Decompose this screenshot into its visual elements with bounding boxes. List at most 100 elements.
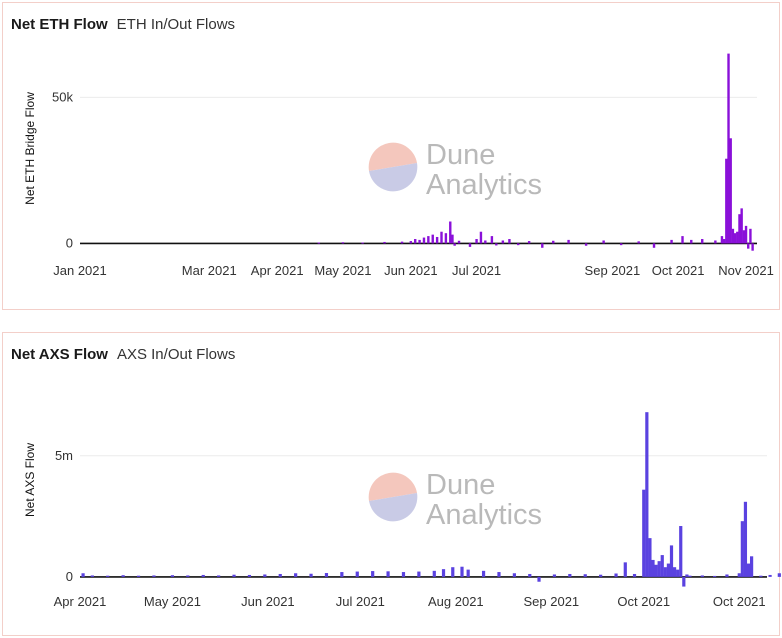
axs-bar[interactable] <box>537 576 541 582</box>
eth-bar[interactable] <box>742 230 746 244</box>
eth-bar[interactable] <box>479 231 483 244</box>
axs-bar[interactable] <box>512 573 516 577</box>
axs-bar[interactable] <box>651 559 655 577</box>
axs-bar[interactable] <box>583 574 587 577</box>
eth-bar[interactable] <box>317 242 321 244</box>
axs-bar[interactable] <box>740 521 744 577</box>
axs-bar[interactable] <box>106 575 110 577</box>
eth-bar[interactable] <box>637 241 640 244</box>
eth-bar[interactable] <box>552 240 555 244</box>
axs-bar[interactable] <box>340 572 344 577</box>
eth-bar[interactable] <box>341 242 345 244</box>
eth-bar[interactable] <box>475 239 478 244</box>
axs-bar[interactable] <box>632 573 637 577</box>
eth-bar[interactable] <box>729 138 732 244</box>
axs-bar[interactable] <box>685 574 689 577</box>
eth-bar[interactable] <box>602 240 605 244</box>
axs-bar[interactable] <box>672 567 677 577</box>
eth-bar[interactable] <box>670 239 673 244</box>
eth-bar[interactable] <box>714 240 717 244</box>
axs-bar[interactable] <box>466 569 470 577</box>
axs-bar[interactable] <box>737 573 741 577</box>
axs-bar[interactable] <box>713 575 717 577</box>
eth-bar[interactable] <box>501 240 505 244</box>
axs-bar[interactable] <box>654 564 658 577</box>
eth-bar[interactable] <box>468 243 472 247</box>
axs-bar[interactable] <box>121 575 125 577</box>
axs-bar[interactable] <box>645 412 649 577</box>
eth-bar[interactable] <box>453 243 456 246</box>
axs-bar[interactable] <box>481 570 486 577</box>
eth-bar[interactable] <box>740 208 743 244</box>
axs-bar[interactable] <box>217 575 221 577</box>
eth-bar[interactable] <box>422 237 426 244</box>
eth-bar[interactable] <box>744 225 748 244</box>
eth-bar[interactable] <box>414 239 417 244</box>
eth-bar[interactable] <box>418 239 421 244</box>
eth-bar[interactable] <box>457 240 461 244</box>
eth-bar[interactable] <box>749 228 752 244</box>
axs-bar[interactable] <box>528 573 532 577</box>
axs-bar[interactable] <box>152 575 156 577</box>
axs-bar[interactable] <box>743 501 748 577</box>
eth-bar[interactable] <box>484 240 487 244</box>
axs-bar[interactable] <box>725 574 729 577</box>
axs-bar[interactable] <box>232 574 236 577</box>
axs-bar[interactable] <box>432 570 436 577</box>
axs-bar[interactable] <box>309 573 313 577</box>
axs-bar[interactable] <box>263 574 267 577</box>
axs-bar[interactable] <box>759 575 763 577</box>
axs-bar[interactable] <box>460 566 464 577</box>
eth-bar[interactable] <box>508 239 511 244</box>
eth-bar[interactable] <box>619 243 623 246</box>
eth-bar[interactable] <box>495 243 498 246</box>
axs-bar[interactable] <box>657 561 661 577</box>
axs-bar[interactable] <box>401 572 406 577</box>
eth-bar[interactable] <box>720 236 724 244</box>
axs-bar[interactable] <box>497 572 501 577</box>
axs-bar[interactable] <box>660 555 664 577</box>
axs-bar[interactable] <box>648 538 652 577</box>
eth-bar[interactable] <box>435 236 439 244</box>
axs-bar[interactable] <box>666 563 671 577</box>
eth-bar[interactable] <box>490 236 494 244</box>
axs-bar[interactable] <box>663 567 667 577</box>
eth-bar[interactable] <box>681 236 684 244</box>
eth-bar[interactable] <box>736 231 739 244</box>
eth-bar[interactable] <box>652 243 656 248</box>
axs-bar[interactable] <box>768 574 772 577</box>
axs-bar[interactable] <box>201 574 205 577</box>
eth-bar[interactable] <box>451 234 454 244</box>
eth-bar[interactable] <box>400 241 404 244</box>
axs-bar[interactable] <box>568 573 572 577</box>
eth-bar[interactable] <box>567 239 570 244</box>
axs-bar[interactable] <box>451 567 455 577</box>
eth-bar[interactable] <box>727 53 730 244</box>
axs-bar[interactable] <box>746 563 751 577</box>
axs-bar[interactable] <box>552 574 557 577</box>
axs-bar[interactable] <box>749 556 754 577</box>
axs-bar[interactable] <box>599 574 603 577</box>
axs-bar[interactable] <box>355 571 359 577</box>
eth-bar[interactable] <box>701 239 704 244</box>
axs-bar[interactable] <box>278 573 282 577</box>
axs-bar[interactable] <box>700 575 704 577</box>
eth-bar[interactable] <box>361 242 364 244</box>
axs-bar[interactable] <box>669 545 674 577</box>
axs-bar[interactable] <box>170 575 175 577</box>
eth-bar[interactable] <box>747 243 750 249</box>
axs-bar[interactable] <box>688 575 692 577</box>
axs-bar[interactable] <box>186 575 190 577</box>
eth-bar[interactable] <box>409 241 413 244</box>
axs-bar[interactable] <box>682 576 686 587</box>
eth-bar[interactable] <box>733 233 737 244</box>
axs-bar[interactable] <box>247 574 252 577</box>
eth-bar[interactable] <box>584 243 588 246</box>
axs-bar[interactable] <box>441 569 446 577</box>
eth-bar[interactable] <box>440 231 443 244</box>
eth-bar[interactable] <box>722 239 726 244</box>
axs-bar[interactable] <box>386 571 390 577</box>
axs-bar[interactable] <box>90 575 94 577</box>
axs-bar[interactable] <box>676 569 680 577</box>
axs-bar[interactable] <box>81 573 85 577</box>
